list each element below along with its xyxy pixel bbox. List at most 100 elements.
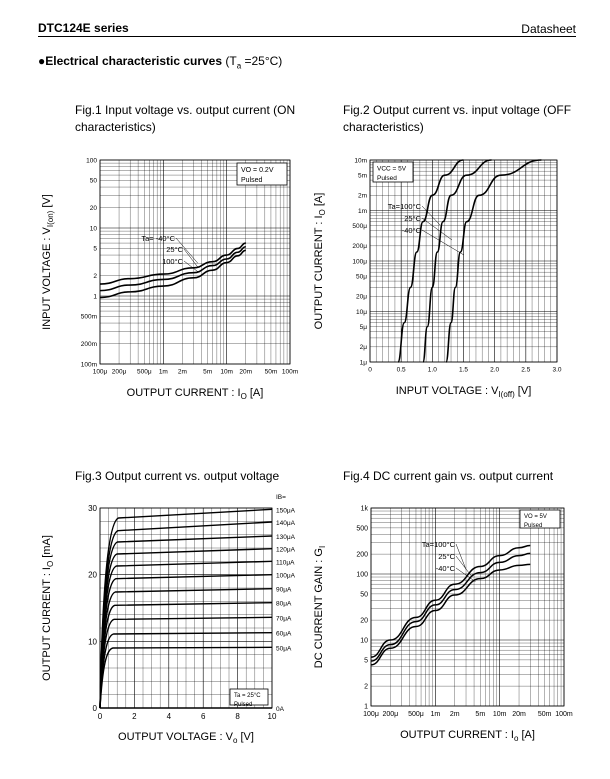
x-tick-label: 100m — [282, 369, 298, 376]
ib-label: 70μA — [276, 615, 292, 622]
y-tick-label: 5 — [364, 657, 368, 664]
temp-label: Ta=100°C — [422, 540, 456, 549]
x-tick-label: 20m — [239, 369, 252, 376]
x-tick-label: 2m — [178, 369, 187, 376]
y-tick-label: 5μ — [360, 324, 368, 331]
legend-frame — [519, 509, 561, 529]
y-tick-label: 500m — [81, 314, 97, 321]
leader-line — [183, 260, 198, 272]
leader-line — [455, 543, 467, 570]
leader-line — [175, 237, 198, 264]
ib-label: 80μA — [276, 601, 292, 608]
x-tick-label: 5m — [203, 369, 212, 376]
plot-frame — [99, 159, 291, 365]
y-tick-label: 500 — [356, 525, 368, 532]
x-tick-label: 1.5 — [459, 367, 468, 374]
ib-label: 100μA — [276, 573, 296, 580]
legend-frame — [372, 161, 414, 183]
y-tick-label: 1 — [364, 704, 368, 711]
y-tick-label: 100 — [86, 157, 97, 164]
y-tick-label: 10m — [354, 157, 367, 164]
temp-label: 25°C — [166, 245, 183, 254]
series-line — [445, 159, 542, 363]
y-tick-label: 500μ — [352, 223, 367, 230]
x-tick-label: 10 — [268, 712, 277, 721]
y-tick-label: 200 — [356, 552, 368, 559]
x-axis-title: OUTPUT CURRENT : Io [A] — [400, 729, 535, 743]
datasheet-label: Datasheet — [521, 22, 576, 36]
fig1-title: Fig.1 Input voltage vs. output current (… — [75, 103, 296, 134]
y-tick-label: 1 — [93, 293, 97, 300]
y-tick-label: 5m — [358, 172, 367, 179]
legend-text: Ta = 25°C — [234, 693, 261, 699]
y-axis-title: INPUT VOLTAGE : VI(on) [V] — [41, 194, 55, 330]
y-tick-label: 2m — [358, 193, 367, 200]
series-line — [422, 159, 492, 363]
y-tick-label: 50 — [90, 178, 98, 185]
leader-line — [421, 229, 465, 256]
fig2-legend: VCC = 5V Pulsed — [372, 161, 414, 183]
y-tick-label: 1m — [358, 208, 367, 215]
fig4-legend: VO = 5V Pulsed — [519, 509, 561, 529]
y-tick-label: 30 — [88, 504, 97, 513]
fig2-title: Fig.2 Output current vs. input voltage (… — [343, 103, 572, 134]
ib-label: 120μA — [276, 547, 296, 554]
fig3-title: Fig.3 Output current vs. output voltage — [75, 469, 280, 483]
y-tick-label: 1k — [361, 506, 369, 513]
legend-text: Pulsed — [377, 175, 397, 182]
x-tick-label: 100m — [555, 711, 573, 718]
x-axis-title: OUTPUT CURRENT : IO [A] — [127, 387, 264, 401]
x-tick-label: 6 — [201, 712, 206, 721]
series-line — [99, 249, 246, 299]
y-tick-label: 100m — [81, 361, 97, 368]
x-tick-label: 4 — [167, 712, 172, 721]
legend-frame — [236, 162, 288, 186]
series-line — [370, 544, 531, 658]
temp-label: 25°C — [438, 552, 455, 561]
legend-frame — [229, 688, 269, 706]
y-axis-title: OUTPUT CURRENT : IO [mA] — [41, 535, 55, 681]
fig3-plot: 0 2 4 6 8 10 0 10 20 30 OUTPUT VOLTAGE : Vo [V] OUT… — [41, 494, 296, 745]
section-heading: ●Electrical characteristic curves (Ta =2… — [38, 54, 282, 70]
x-tick-label: 500μ — [408, 711, 424, 718]
bullet-icon: ● — [38, 54, 46, 68]
leader-line — [421, 217, 453, 241]
y-tick-label: 0 — [93, 704, 98, 713]
x-tick-label: 0 — [368, 367, 372, 374]
fig4-title: Fig.4 DC current gain vs. output current — [343, 469, 554, 483]
x-tick-label: 10m — [493, 711, 507, 718]
ib-label: 150μA — [276, 507, 296, 514]
x-tick-label: 0 — [98, 712, 103, 721]
fig1-legend: VO = 0.2V Pulsed — [236, 162, 288, 186]
series-line — [397, 159, 464, 363]
ib-label: 140μA — [276, 520, 296, 527]
y-tick-label: 10 — [360, 638, 368, 645]
x-tick-label: 10m — [220, 369, 233, 376]
y-tick-label: 1μ — [360, 359, 368, 366]
leader-line — [183, 248, 198, 268]
x-tick-label: 2.5 — [521, 367, 530, 374]
leader-line — [455, 567, 476, 582]
x-tick-label: 2.0 — [490, 367, 499, 374]
x-tick-label: 3.0 — [552, 367, 561, 374]
y-tick-label: 20 — [88, 571, 97, 580]
legend-text: VCC = 5V — [377, 166, 407, 173]
x-tick-label: 2m — [450, 711, 460, 718]
y-axis-title: OUTPUT CURRENT : IO [A] — [313, 193, 327, 330]
x-tick-label: 1.0 — [428, 367, 437, 374]
x-tick-label: 2 — [132, 712, 137, 721]
x-axis-title: OUTPUT VOLTAGE : Vo [V] — [118, 731, 254, 745]
y-tick-label: 50 — [360, 591, 368, 598]
y-tick-label: 2μ — [360, 344, 368, 351]
x-tick-label: 100μ — [93, 369, 108, 376]
series-line — [370, 552, 531, 662]
section-condition: (Ta =25°C) — [225, 54, 283, 71]
ib-label: 60μA — [276, 631, 292, 638]
temp-label: Ta= -40°C — [141, 234, 175, 243]
y-tick-label: 2 — [93, 273, 97, 280]
fig4-plot: 100μ 200μ 500μ 1m 2m 5m 10m 20m 50m 100m 1 2 5 10 20 50… — [313, 506, 573, 744]
x-tick-label: 50m — [265, 369, 278, 376]
section-title: Electrical characteristic curves — [45, 54, 223, 68]
x-tick-label: 5m — [475, 711, 485, 718]
